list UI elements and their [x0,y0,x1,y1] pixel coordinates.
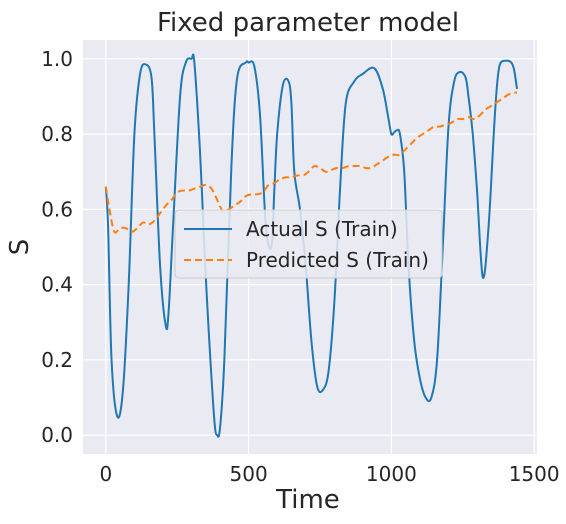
y-axis-label: S [5,239,35,256]
series-line-actual [104,53,518,438]
x-tick-label: 500 [230,462,268,486]
x-tick-label: 0 [99,462,112,486]
x-axis-label: Time [275,485,340,515]
series-line-predicted [104,91,518,234]
series-layer [104,53,518,438]
y-tick-label: 0.0 [41,423,73,447]
x-tick-label: 1000 [366,462,417,486]
legend-label-actual: Actual S (Train) [246,217,398,241]
x-tick-label: 1500 [509,462,560,486]
y-tick-label: 1.0 [41,47,73,71]
y-tick-label: 0.6 [41,197,73,221]
legend-label-predicted: Predicted S (Train) [246,248,429,272]
y-tick-labels: 0.0 0.2 0.4 0.6 0.8 1.0 [41,47,73,447]
y-tick-label: 0.4 [41,273,73,297]
y-tick-label: 0.2 [41,348,73,372]
legend-box [174,209,443,279]
y-tick-label: 0.8 [41,122,73,146]
legend: Actual S (Train) Predicted S (Train) [174,209,443,279]
chart-title: Fixed parameter model [157,8,459,38]
x-tick-labels: 0 500 1000 1500 [99,462,559,486]
